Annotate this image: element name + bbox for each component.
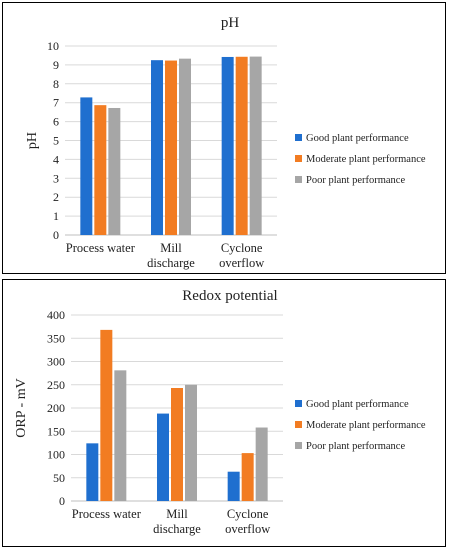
bar-good-0 (80, 97, 93, 236)
legend-label: Poor plant performance (306, 441, 405, 452)
y-tick-label: 300 (47, 355, 65, 369)
bar-moderate-2 (241, 453, 254, 501)
y-tick-label: 200 (47, 401, 65, 415)
y-tick-label: 4 (53, 152, 59, 166)
x-category-label: overflow (225, 522, 270, 536)
legend-swatch (295, 176, 302, 183)
bar-good-1 (151, 60, 163, 235)
x-category-label: Process water (72, 507, 142, 521)
bar-moderate-1 (171, 388, 183, 501)
y-axis-label: ORP - mV (14, 378, 29, 437)
y-tick-label: 10 (47, 39, 59, 53)
y-tick-label: 0 (53, 228, 59, 242)
y-tick-label: 9 (53, 58, 59, 72)
x-category-label: overflow (219, 256, 264, 270)
chart-title: pH (221, 15, 240, 31)
bar-poor-1 (179, 58, 191, 236)
bar-good-1 (157, 413, 169, 501)
bar-poor-0 (114, 370, 127, 501)
chart-title: Redox potential (182, 288, 277, 304)
y-tick-label: 5 (53, 134, 59, 148)
y-tick-label: 150 (47, 424, 65, 438)
y-tick-label: 250 (47, 378, 65, 392)
y-axis-label: pH (25, 132, 40, 149)
redox-chart: Redox potential 0 50 100 150 200 250 300 350 400 O… (14, 288, 426, 536)
x-category-label: Cyclone (221, 241, 263, 255)
legend-label: Poor plant performance (306, 175, 405, 186)
y-tick-label: 0 (59, 494, 65, 508)
legend-swatch (295, 421, 302, 428)
bar-moderate-0 (94, 105, 107, 235)
legend-label: Moderate plant performance (306, 420, 426, 431)
bar-poor-2 (255, 427, 268, 501)
bar-good-2 (227, 471, 240, 501)
x-category-label: Process water (66, 241, 136, 255)
legend-swatch (295, 442, 302, 449)
x-category-label: discharge (153, 522, 201, 536)
redox-chart-panel: Redox potential 0 50 100 150 200 250 300 350 400 O… (2, 279, 446, 547)
x-category-label: Mill (160, 241, 182, 255)
legend-label: Moderate plant performance (306, 154, 426, 165)
x-category-label: Mill (166, 507, 188, 521)
y-tick-label: 2 (53, 190, 59, 204)
y-tick-label: 7 (53, 96, 59, 110)
y-tick-label: 8 (53, 77, 59, 91)
bar-poor-2 (249, 56, 262, 235)
bar-moderate-2 (235, 56, 248, 236)
y-tick-label: 50 (53, 471, 65, 485)
legend-label: Good plant performance (306, 133, 409, 144)
y-tick-label: 400 (47, 308, 65, 322)
y-tick-label: 100 (47, 448, 65, 462)
x-category-label: discharge (147, 256, 195, 270)
y-tick-label: 3 (53, 171, 59, 185)
y-tick-label: 350 (47, 331, 65, 345)
ph-chart-panel: pH 0 1 2 3 4 5 6 7 8 9 10 pH Process water Mill dischar… (2, 2, 446, 274)
y-tick-label: 1 (53, 209, 59, 223)
bar-poor-0 (108, 107, 121, 235)
y-tick-label: 6 (53, 115, 59, 129)
bar-poor-1 (185, 384, 197, 501)
bar-good-2 (221, 56, 234, 235)
legend-swatch (295, 134, 302, 141)
ph-chart: pH 0 1 2 3 4 5 6 7 8 9 10 pH Process water Milldischar… (25, 15, 426, 270)
legend-swatch (295, 155, 302, 162)
legend-swatch (295, 400, 302, 407)
legend-label: Good plant performance (306, 399, 409, 410)
bar-moderate-1 (165, 60, 177, 235)
bar-good-0 (86, 443, 99, 501)
bar-moderate-0 (100, 329, 113, 501)
x-category-label: Cyclone (227, 507, 269, 521)
